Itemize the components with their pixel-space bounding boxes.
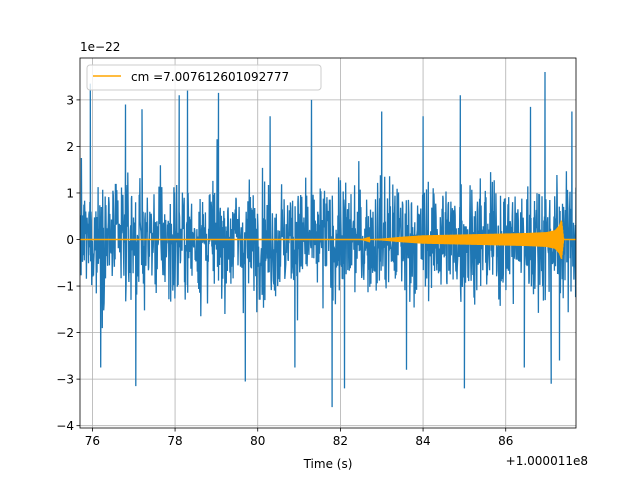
y-tick-label: 1 bbox=[66, 186, 74, 200]
y-tick-label: −1 bbox=[56, 280, 74, 294]
legend-label-chirp: cm =7.007612601092777 bbox=[131, 70, 289, 84]
y-tick-label: −3 bbox=[56, 373, 74, 387]
y-tick-label: 2 bbox=[66, 140, 74, 154]
x-tick-label: 80 bbox=[250, 434, 265, 448]
axes-frame bbox=[79, 57, 577, 429]
y-scale-label: 1e−22 bbox=[80, 40, 120, 54]
y-tick-label: −2 bbox=[56, 326, 74, 340]
series-group bbox=[80, 71, 576, 408]
x-tick-label: 76 bbox=[85, 434, 100, 448]
ticks: 76 78 80 82 84 86 −4 −3 −2 −1 0 1 2 3 bbox=[56, 93, 513, 448]
legend: cm =7.007612601092777 bbox=[86, 64, 322, 91]
y-tick-label: 3 bbox=[66, 93, 74, 107]
y-tick-label: −4 bbox=[56, 419, 74, 433]
legend-box bbox=[86, 64, 322, 91]
x-tick-label: 82 bbox=[333, 434, 348, 448]
x-tick-label: 84 bbox=[415, 434, 430, 448]
series-noise-line bbox=[80, 71, 576, 408]
x-tick-label: 86 bbox=[498, 434, 513, 448]
plot-area bbox=[80, 71, 576, 408]
x-tick-label: 78 bbox=[167, 434, 182, 448]
y-tick-label: 0 bbox=[66, 233, 74, 247]
x-axis-label: Time (s) bbox=[303, 457, 353, 471]
x-offset-label: +1.000011e8 bbox=[506, 454, 588, 468]
series-chirp-line bbox=[80, 220, 576, 260]
